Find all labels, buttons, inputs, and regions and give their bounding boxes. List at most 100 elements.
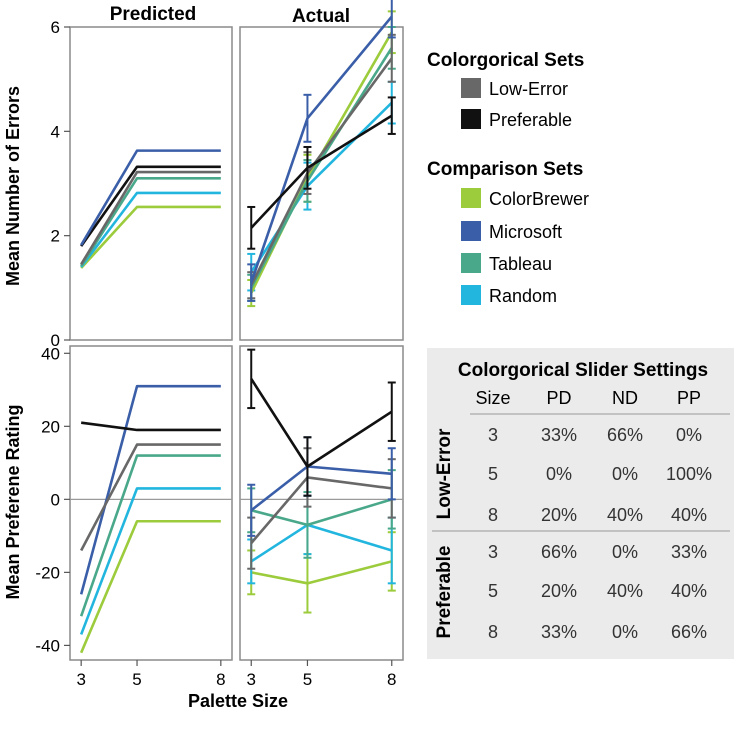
legend-label-microsoft: Microsoft	[489, 222, 562, 242]
series-line-microsoft	[250, 465, 392, 512]
series-line-low-error	[80, 443, 221, 552]
error-bar-microsoft	[247, 263, 256, 302]
error-bar-preferable	[303, 436, 312, 497]
settings-cell: 40%	[607, 505, 643, 525]
error-bar-preferable	[387, 381, 396, 442]
settings-cell: 33%	[541, 622, 577, 642]
axis-ticks: 0 2 4 6 -40 -20 0 20 40 3 5 8 3 5 8	[35, 18, 396, 689]
series-line-preferable	[80, 165, 221, 247]
series-line-random	[79, 487, 221, 635]
panel-preference-predicted	[69, 345, 233, 661]
settings-cell: 40%	[607, 581, 643, 601]
settings-cell: 8	[488, 622, 498, 642]
legend: Colorgorical Sets Low-Error Preferable C…	[427, 50, 589, 306]
settings-cell: 5	[488, 464, 498, 484]
panel-preference-actual	[239, 345, 404, 661]
plot-preference-predicted	[70, 384, 232, 654]
y-tick-label: -40	[35, 636, 60, 655]
series-line-microsoft	[80, 149, 221, 246]
legend-label-tableau: Tableau	[489, 254, 552, 274]
error-bar-preferable	[387, 96, 396, 135]
x-tick-label: 3	[247, 670, 256, 689]
series-line-preferable	[81, 421, 221, 432]
settings-group-preferable: Preferable	[434, 546, 455, 639]
x-tick-label: 8	[387, 670, 396, 689]
legend-swatch-microsoft	[461, 221, 481, 241]
y-tick-label: 6	[51, 18, 60, 37]
settings-cell: 66%	[671, 622, 707, 642]
ylabel-preference: Mean Preferene Rating	[3, 404, 23, 599]
plot-preference-actual	[240, 348, 403, 614]
settings-cell: 5	[488, 581, 498, 601]
legend-group-colorgorical-title: Colorgorical Sets	[427, 50, 584, 71]
settings-col-size: Size	[475, 388, 510, 408]
legend-label-low-error: Low-Error	[489, 79, 568, 99]
settings-cell: 0%	[612, 622, 638, 642]
ylabel-errors: Mean Number of Errors	[3, 86, 23, 286]
error-bar-microsoft	[387, 0, 396, 39]
settings-table-cells: 3 33% 66% 0% 5 0% 0% 100% 8 20% 40% 40% 3 66% 0% 33% 5 20…	[488, 425, 712, 642]
error-bar-microsoft	[387, 447, 396, 501]
settings-cell: 3	[488, 425, 498, 445]
x-tick-label: 5	[132, 670, 141, 689]
series-line-preferable	[250, 378, 393, 468]
settings-cell: 0%	[546, 464, 572, 484]
legend-swatch-low-error	[461, 78, 481, 98]
series-line-tableau	[80, 176, 221, 267]
settings-cell: 0%	[676, 425, 702, 445]
settings-table-title: Colorgorical Slider Settings	[458, 360, 708, 381]
xlabel-palette-size: Palette Size	[188, 691, 288, 711]
settings-cell: 0%	[612, 464, 638, 484]
series-line-low-error	[80, 170, 221, 266]
settings-cell: 40%	[671, 505, 707, 525]
x-tick-label: 8	[216, 670, 225, 689]
y-tick-label: -20	[35, 563, 60, 582]
settings-table: Colorgorical Slider Settings Size PD ND …	[427, 348, 734, 659]
settings-cell: 66%	[607, 425, 643, 445]
legend-label-random: Random	[489, 286, 557, 306]
series-line-low-error	[250, 476, 392, 545]
series-line-microsoft	[79, 384, 221, 595]
plot-errors-predicted	[80, 149, 221, 269]
settings-col-pp: PP	[677, 388, 701, 408]
error-bar-preferable	[247, 348, 256, 410]
legend-swatch-random	[461, 285, 481, 305]
x-tick-label: 5	[303, 670, 312, 689]
series-line-random	[250, 523, 393, 563]
legend-label-colorbrewer: ColorBrewer	[489, 189, 589, 209]
settings-group-low-error: Low-Error	[434, 428, 455, 519]
settings-col-pd: PD	[546, 388, 571, 408]
y-tick-label: 40	[41, 344, 60, 363]
error-bar-low-error	[387, 33, 396, 83]
series-line-tableau	[79, 454, 221, 617]
series-line-colorbrewer	[80, 205, 221, 269]
settings-cell: 33%	[541, 425, 577, 445]
y-tick-label: 4	[51, 122, 60, 141]
settings-cell: 66%	[541, 542, 577, 562]
x-tick-label: 3	[76, 670, 85, 689]
series-line-random	[80, 191, 221, 268]
y-tick-label: 0	[51, 490, 60, 509]
y-tick-label: 2	[51, 227, 60, 246]
series-line-colorbrewer	[79, 519, 221, 654]
settings-cell: 20%	[541, 581, 577, 601]
settings-cell: 40%	[671, 581, 707, 601]
series-line-tableau	[250, 498, 393, 527]
error-bar-microsoft	[247, 483, 256, 537]
error-bar-preferable	[247, 205, 256, 250]
panel-errors-predicted	[69, 26, 233, 341]
legend-swatch-colorbrewer	[461, 188, 481, 208]
y-tick-label: 0	[51, 331, 60, 350]
title-actual: Actual	[292, 6, 350, 27]
error-bar-preferable	[303, 145, 312, 190]
error-bar-microsoft	[303, 93, 312, 143]
legend-group-comparison-title: Comparison Sets	[427, 159, 583, 180]
series-line-colorbrewer	[250, 31, 393, 294]
settings-col-nd: ND	[612, 388, 638, 408]
legend-swatch-preferable	[461, 109, 481, 129]
settings-cell: 33%	[671, 542, 707, 562]
settings-cell: 20%	[541, 505, 577, 525]
settings-cell: 8	[488, 505, 498, 525]
legend-label-preferable: Preferable	[489, 110, 572, 130]
